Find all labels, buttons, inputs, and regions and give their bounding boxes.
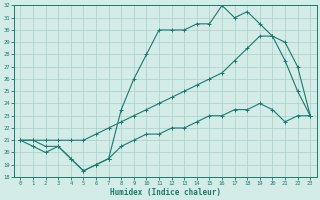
X-axis label: Humidex (Indice chaleur): Humidex (Indice chaleur) [110,188,221,197]
